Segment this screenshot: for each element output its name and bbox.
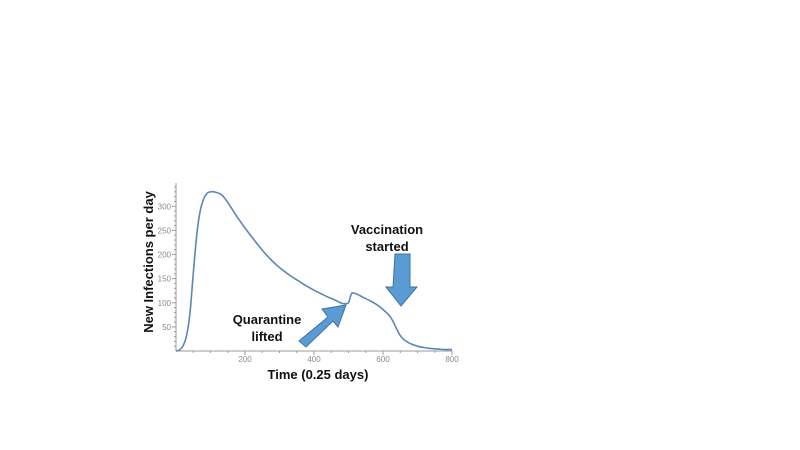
arrow-quarantine-lifted <box>298 304 347 348</box>
annotation-vaccination-line1: Vaccination <box>351 222 423 237</box>
y-tick-label: 250 <box>158 226 172 235</box>
y-tick-label: 100 <box>158 299 172 308</box>
annotation-quarantine-line2: lifted <box>251 329 282 344</box>
series-layer <box>175 190 453 352</box>
x-tick-label: 600 <box>376 355 390 364</box>
annotation-vaccination-line2: started <box>365 239 408 254</box>
x-axis-label: Time (0.25 days) <box>268 367 369 382</box>
y-axis-label: New Infections per day <box>141 190 156 332</box>
x-tick-label: 400 <box>307 355 321 364</box>
y-tick-label: 200 <box>158 251 172 260</box>
series-line-0 <box>175 190 453 352</box>
ticks <box>172 186 453 355</box>
annotation-quarantine-line1: Quarantine <box>233 312 302 327</box>
axes: 200 400 600 800 50 100 150 200 250 300 <box>158 183 460 364</box>
y-tick-label: 50 <box>162 323 171 332</box>
tick-labels: 200 400 600 800 50 100 150 200 250 300 <box>158 202 460 364</box>
x-tick-label: 200 <box>238 355 252 364</box>
annotations: Quarantine lifted Vaccination started <box>233 222 423 348</box>
y-tick-label: 300 <box>158 202 172 211</box>
x-tick-label: 800 <box>445 355 459 364</box>
arrow-vaccination-started <box>384 253 419 307</box>
y-tick-label: 150 <box>158 275 172 284</box>
